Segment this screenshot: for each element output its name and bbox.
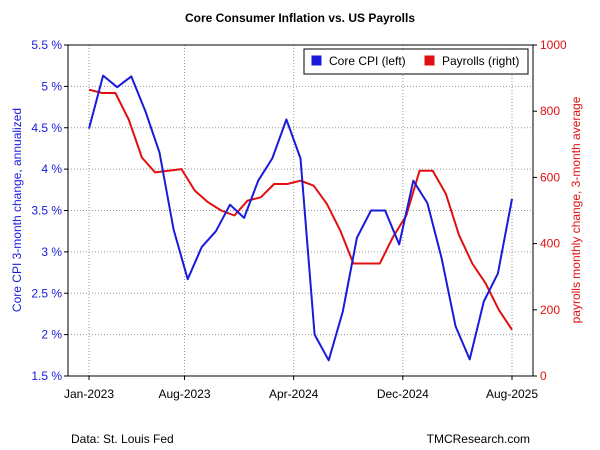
x-tick-label: Dec-2024	[377, 387, 429, 401]
x-tick-label: Jan-2023	[64, 387, 114, 401]
left-tick-label: 3.5 %	[31, 204, 62, 218]
legend-box	[303, 48, 529, 75]
right-tick-label: 200	[540, 303, 560, 317]
left-tick-label: 4.5 %	[31, 121, 62, 135]
right-tick-label: 800	[540, 104, 560, 118]
left-tick-label: 1.5 %	[31, 369, 62, 383]
right-axis-label: payrolls monthly change, 3-month average	[569, 96, 583, 323]
right-axis: 0 200 400 600 800 1000	[533, 38, 567, 383]
grid	[68, 44, 533, 377]
series-layer	[88, 74, 513, 362]
right-tick-label: 600	[540, 170, 560, 184]
legend-swatch-core-cpi	[311, 55, 322, 66]
right-tick-label: 1000	[540, 38, 567, 52]
left-tick-label: 3 %	[41, 245, 62, 259]
left-axis: 1.5 % 2 % 2.5 % 3 % 3.5 % 4 % 4.5 % 5 % 5.5 %	[31, 38, 68, 383]
left-tick-label: 2 %	[41, 328, 62, 342]
x-tick-label: Aug-2025	[486, 387, 538, 401]
x-tick-label: Apr-2024	[269, 387, 319, 401]
legend-label-payrolls: Payrolls (right)	[442, 54, 519, 68]
left-tick-label: 5.5 %	[31, 38, 62, 52]
legend-swatch-payrolls	[424, 55, 435, 66]
legend: Core CPI (left) Payrolls (right)	[303, 48, 529, 75]
series-line-core-cpi	[88, 74, 513, 362]
legend-label-core-cpi: Core CPI (left)	[329, 54, 406, 68]
x-tick-label: Aug-2023	[158, 387, 210, 401]
right-tick-label: 400	[540, 237, 560, 251]
right-tick-label: 0	[540, 369, 547, 383]
left-axis-label: Core CPI 3-month change, annualized	[10, 108, 24, 312]
series-line-payrolls	[88, 88, 513, 331]
x-axis: Jan-2023 Aug-2023 Apr-2024 Dec-2024 Aug-2025	[64, 376, 538, 401]
chart-title: Core Consumer Inflation vs. US Payrolls	[185, 11, 415, 25]
left-tick-label: 2.5 %	[31, 286, 62, 300]
left-tick-label: 4 %	[41, 162, 62, 176]
source-note: Data: St. Louis Fed	[71, 432, 174, 446]
left-tick-label: 5 %	[41, 79, 62, 93]
brand-note: TMCResearch.com	[427, 432, 530, 446]
